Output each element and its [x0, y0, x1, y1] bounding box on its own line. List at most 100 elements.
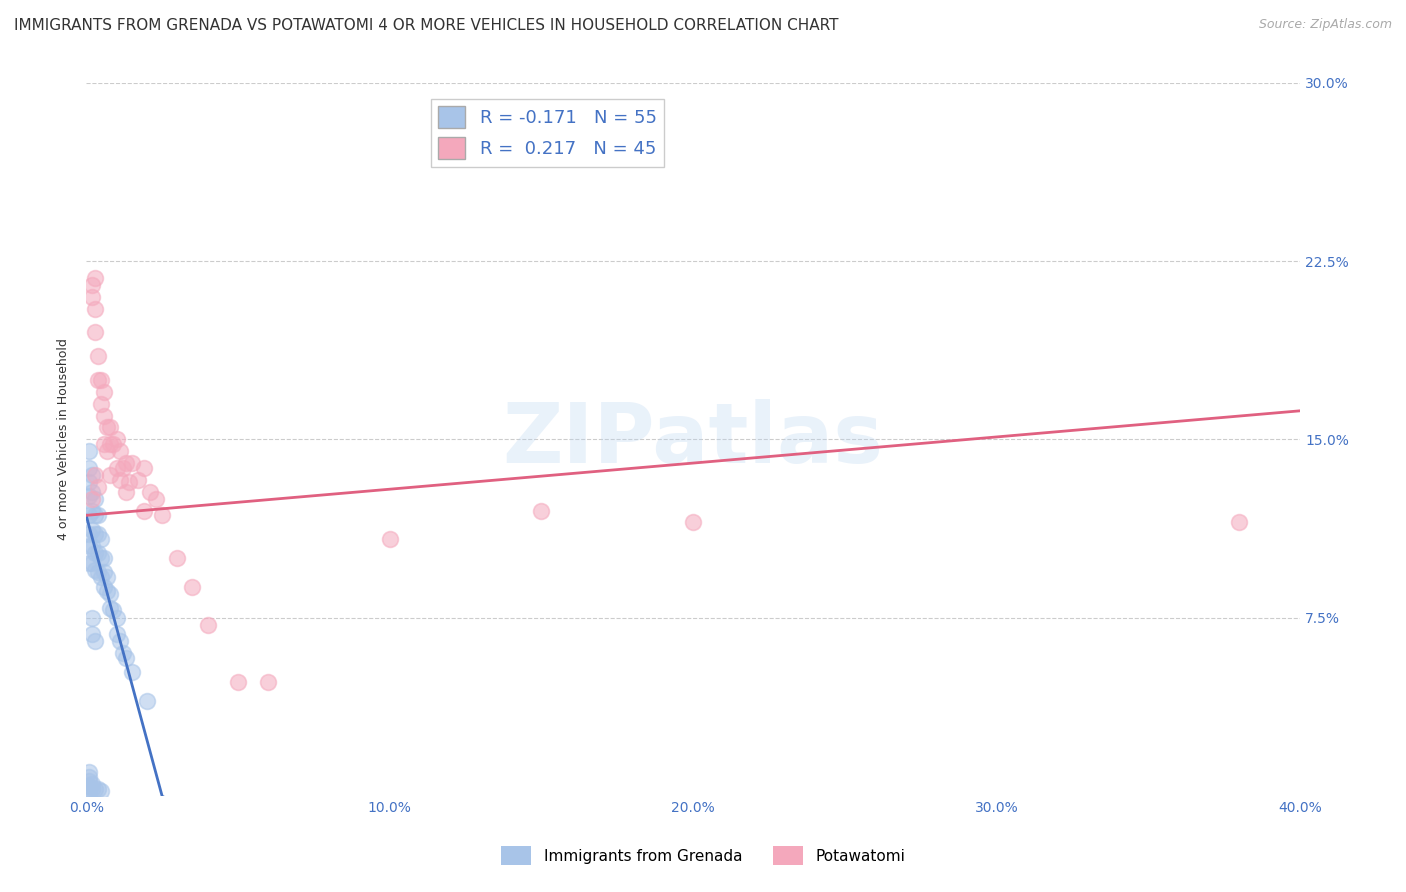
- Point: [132, 503, 155, 517]
- Point: [77, 527, 100, 541]
- Point: [108, 473, 131, 487]
- Point: [96, 420, 118, 434]
- Point: [166, 551, 188, 566]
- Point: [100, 587, 122, 601]
- Point: [121, 456, 143, 470]
- Point: [93, 409, 115, 423]
- Point: [82, 290, 104, 304]
- Point: [87, 508, 110, 523]
- Point: [84, 634, 107, 648]
- Point: [84, 467, 107, 482]
- Point: [82, 491, 104, 506]
- Point: [82, 467, 104, 482]
- Point: [114, 456, 136, 470]
- Point: [93, 384, 115, 399]
- Point: [82, 503, 104, 517]
- Point: [114, 484, 136, 499]
- Point: [117, 475, 139, 489]
- Point: [111, 646, 134, 660]
- Point: [100, 467, 122, 482]
- Point: [150, 508, 173, 523]
- Point: [87, 566, 110, 580]
- Point: [77, 774, 100, 789]
- Point: [93, 580, 115, 594]
- Point: [105, 627, 128, 641]
- Point: [84, 326, 107, 340]
- Point: [96, 570, 118, 584]
- Point: [90, 373, 112, 387]
- Point: [90, 551, 112, 566]
- Point: [84, 563, 107, 577]
- Point: [87, 480, 110, 494]
- Point: [77, 444, 100, 458]
- Y-axis label: 4 or more Vehicles in Household: 4 or more Vehicles in Household: [58, 338, 70, 541]
- Point: [82, 277, 104, 292]
- Point: [90, 570, 112, 584]
- Point: [105, 433, 128, 447]
- Point: [87, 546, 110, 560]
- Point: [84, 508, 107, 523]
- Point: [135, 693, 157, 707]
- Point: [181, 580, 204, 594]
- Point: [90, 532, 112, 546]
- Point: [82, 781, 104, 796]
- Point: [145, 491, 167, 506]
- Point: [82, 627, 104, 641]
- Point: [90, 784, 112, 798]
- Point: [108, 444, 131, 458]
- Point: [100, 420, 122, 434]
- Legend: Immigrants from Grenada, Potawatomi: Immigrants from Grenada, Potawatomi: [495, 840, 911, 871]
- Point: [105, 610, 128, 624]
- Point: [77, 508, 100, 523]
- Point: [77, 489, 100, 503]
- Point: [96, 444, 118, 458]
- Point: [114, 651, 136, 665]
- Point: [84, 527, 107, 541]
- Point: [87, 349, 110, 363]
- Point: [82, 610, 104, 624]
- Point: [96, 584, 118, 599]
- Point: [108, 634, 131, 648]
- Point: [87, 781, 110, 796]
- Point: [87, 373, 110, 387]
- Point: [77, 556, 100, 570]
- Point: [82, 523, 104, 537]
- Legend: R = -0.171   N = 55, R =  0.217   N = 45: R = -0.171 N = 55, R = 0.217 N = 45: [432, 99, 664, 167]
- Text: Source: ZipAtlas.com: Source: ZipAtlas.com: [1258, 18, 1392, 31]
- Point: [103, 603, 125, 617]
- Point: [139, 484, 162, 499]
- Point: [121, 665, 143, 680]
- Point: [378, 532, 401, 546]
- Point: [197, 617, 219, 632]
- Point: [77, 770, 100, 784]
- Point: [84, 781, 107, 796]
- Point: [77, 764, 100, 779]
- Point: [77, 781, 100, 796]
- Point: [100, 601, 122, 615]
- Point: [93, 551, 115, 566]
- Point: [82, 777, 104, 791]
- Point: [84, 491, 107, 506]
- Point: [82, 484, 104, 499]
- Point: [93, 437, 115, 451]
- Text: ZIPatlas: ZIPatlas: [502, 399, 883, 480]
- Point: [90, 397, 112, 411]
- Point: [77, 539, 100, 553]
- Point: [77, 475, 100, 489]
- Point: [127, 473, 149, 487]
- Point: [111, 460, 134, 475]
- Point: [682, 516, 704, 530]
- Point: [82, 539, 104, 553]
- Point: [84, 546, 107, 560]
- Text: IMMIGRANTS FROM GRENADA VS POTAWATOMI 4 OR MORE VEHICLES IN HOUSEHOLD CORRELATIO: IMMIGRANTS FROM GRENADA VS POTAWATOMI 4 …: [14, 18, 838, 33]
- Point: [82, 556, 104, 570]
- Point: [530, 503, 553, 517]
- Point: [84, 270, 107, 285]
- Point: [84, 301, 107, 316]
- Point: [87, 527, 110, 541]
- Point: [77, 779, 100, 793]
- Point: [77, 784, 100, 798]
- Point: [1227, 516, 1250, 530]
- Point: [132, 460, 155, 475]
- Point: [93, 566, 115, 580]
